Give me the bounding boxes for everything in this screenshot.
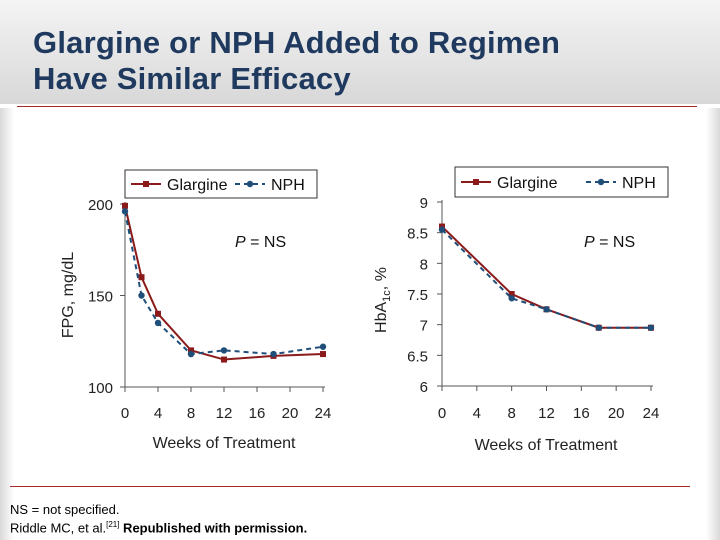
hba1c-glargine-point: [508, 291, 515, 297]
fpg-glargine-point: [138, 274, 145, 281]
footnote-ns-text: NS = not specified.: [10, 502, 120, 517]
fpg-legend-glargine-marker: [143, 181, 149, 187]
hba1c-series-nph-line: [441, 228, 651, 329]
fpg-glargine-point: [155, 310, 161, 317]
hba1c-nph-point: [508, 295, 515, 302]
fpg-glargine-point: [221, 356, 227, 363]
hba1c-x-tick-label: 4: [473, 405, 481, 422]
fpg-legend-box: [124, 169, 318, 199]
fpg-legend-nph-marker: [246, 180, 254, 188]
y-label-main: HbA: [373, 301, 390, 332]
fpg-nph-point: [154, 319, 162, 327]
fpg-glargine-point: [320, 351, 326, 358]
fpg-y-tick-label: 150: [88, 289, 113, 306]
fpg-x-tick-label: 24: [315, 405, 332, 422]
citation-ref: [21]: [106, 520, 120, 529]
title-band: [0, 0, 720, 104]
hba1c-x-axis-label: Weeks of Treatment: [475, 437, 618, 454]
fpg-x-axis-label: Weeks of Treatment: [153, 435, 296, 452]
hba1c-y-axis-label: HbA1c, %: [373, 267, 393, 333]
fpg-x-tick-label: 12: [216, 405, 233, 422]
hba1c-nph-point: [543, 306, 550, 313]
hba1c-y-tick-label: 7.5: [407, 287, 428, 304]
fpg-x-tick-label: 20: [282, 405, 299, 422]
hba1c-x-tick-label: 16: [573, 405, 590, 422]
hba1c-nph-point: [438, 226, 446, 233]
hba1c-legend-nph-label: NPH: [622, 175, 656, 192]
fpg-legend-glargine-label: Glargine: [167, 177, 228, 194]
hba1c-y-tick-label: 7: [420, 318, 428, 335]
hba1c-x-tick-label: 12: [538, 405, 555, 422]
hba1c-legend-nph-marker: [597, 178, 605, 186]
fpg-y-tick-label: 200: [88, 197, 113, 214]
fpg-nph-point: [138, 292, 145, 299]
slide-title-line-1: Glargine or NPH Added to Regimen: [33, 25, 561, 60]
p-symbol: P: [584, 234, 595, 251]
fpg-glargine-point: [122, 202, 128, 209]
p-value-text: = NS: [595, 234, 635, 251]
hba1c-y-tick-label: 6.5: [407, 348, 428, 365]
p-symbol: P: [235, 234, 246, 251]
title-divider: [17, 106, 697, 107]
hba1c-legend-glargine-marker: [473, 179, 479, 185]
fpg-x-tick-label: 4: [154, 405, 162, 422]
fpg-x-tick-label: 0: [121, 405, 129, 422]
footnote-citation: Riddle MC, et al.[21] Republished with p…: [10, 520, 307, 535]
footer-divider: [10, 486, 690, 487]
fpg-y-axis-label: FPG, mg/dL: [60, 252, 77, 338]
fpg-glargine-point: [188, 347, 194, 354]
hba1c-chart: 6 6.5 7 7.5 8 8.5 9 0 4 8 12 16 20 24 Weeks of Treatme…: [373, 166, 669, 454]
fpg-p-value-annotation: P = NS: [235, 234, 286, 251]
hba1c-y-tick-label: 6: [420, 379, 428, 396]
hba1c-y-tick-label: 8: [420, 256, 428, 273]
hba1c-y-tick-label: 8.5: [407, 226, 428, 243]
hba1c-x-tick-label: 24: [643, 405, 660, 422]
hba1c-x-tick-label: 8: [507, 405, 515, 422]
y-label-subscript: 1c: [381, 290, 393, 302]
y-label-unit: , %: [373, 267, 390, 290]
fpg-x-tick-label: 16: [249, 405, 266, 422]
fpg-series-glargine-line: [124, 205, 324, 361]
hba1c-legend-glargine-label: Glargine: [497, 175, 558, 192]
hba1c-x-tick-label: 20: [608, 405, 625, 422]
slide-title-line-2: Have Similar Efficacy: [33, 61, 351, 96]
citation-permission: Republished with permission.: [119, 520, 308, 536]
citation-author: Riddle MC, et al.: [10, 520, 107, 536]
hba1c-x-tick-label: 0: [438, 405, 446, 422]
fpg-x-tick-label: 8: [187, 405, 195, 422]
fpg-nph-point: [270, 350, 277, 358]
p-value-text: = NS: [246, 234, 286, 251]
fpg-chart: 100 150 200 0 4 8 12 16 20 24 Weeks of Treatment FP…: [60, 169, 332, 452]
hba1c-nph-point: [647, 324, 655, 331]
fpg-y-tick-label: 100: [88, 380, 113, 397]
hba1c-legend-box: [454, 166, 669, 198]
fpg-nph-point: [220, 347, 228, 354]
fpg-nph-point: [319, 343, 327, 350]
fpg-legend-nph-label: NPH: [271, 177, 305, 194]
fpg-nph-point: [187, 350, 195, 358]
fpg-series-nph-line: [124, 211, 324, 356]
footnote-ns: NS = not specified.: [10, 502, 119, 517]
hba1c-p-value-annotation: P = NS: [584, 234, 635, 251]
fpg-nph-point: [121, 208, 129, 215]
hba1c-y-tick-label: 9: [420, 195, 428, 212]
hba1c-nph-point: [595, 324, 602, 331]
